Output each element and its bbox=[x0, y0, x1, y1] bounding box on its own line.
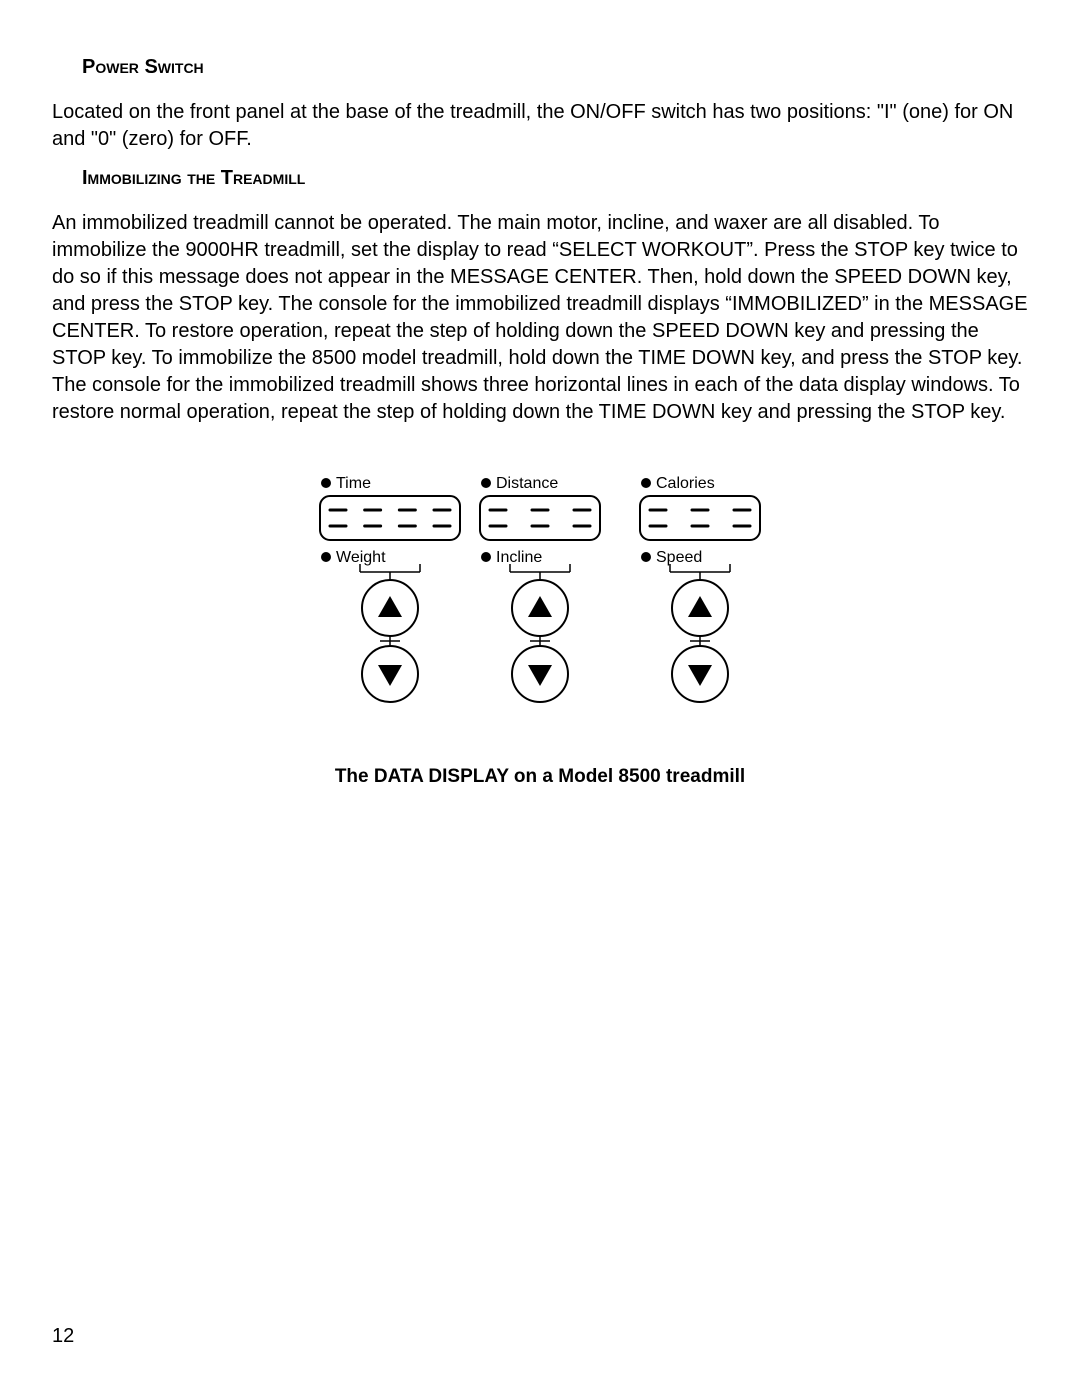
incline-down-button[interactable] bbox=[512, 646, 568, 702]
data-display-diagram: Time Weight Distance Incline Calories Speed bbox=[280, 472, 800, 752]
display-label-distance: Distance bbox=[496, 475, 558, 492]
display-label-calories: Calories bbox=[656, 475, 715, 492]
figure-data-display: Time Weight Distance Incline Calories Speed T… bbox=[52, 472, 1028, 788]
weight-down-button[interactable] bbox=[362, 646, 418, 702]
display-label-speed: Speed bbox=[656, 549, 702, 566]
weight-up-button[interactable] bbox=[362, 580, 418, 636]
heading-immobilizing: Immobilizing the Treadmill bbox=[82, 167, 1028, 190]
speed-up-button[interactable] bbox=[672, 580, 728, 636]
figure-caption: The DATA DISPLAY on a Model 8500 treadmi… bbox=[335, 766, 745, 788]
display-label-time: Time bbox=[336, 475, 371, 492]
display-label-incline: Incline bbox=[496, 549, 542, 566]
page-number: 12 bbox=[52, 1325, 74, 1348]
incline-up-button[interactable] bbox=[512, 580, 568, 636]
paragraph-immobilizing: An immobilized treadmill cannot be opera… bbox=[52, 210, 1028, 426]
display-label-weight: Weight bbox=[336, 549, 386, 566]
speed-down-button[interactable] bbox=[672, 646, 728, 702]
heading-power-switch: Power Switch bbox=[82, 56, 1028, 79]
paragraph-power-switch: Located on the front panel at the base o… bbox=[52, 99, 1028, 153]
